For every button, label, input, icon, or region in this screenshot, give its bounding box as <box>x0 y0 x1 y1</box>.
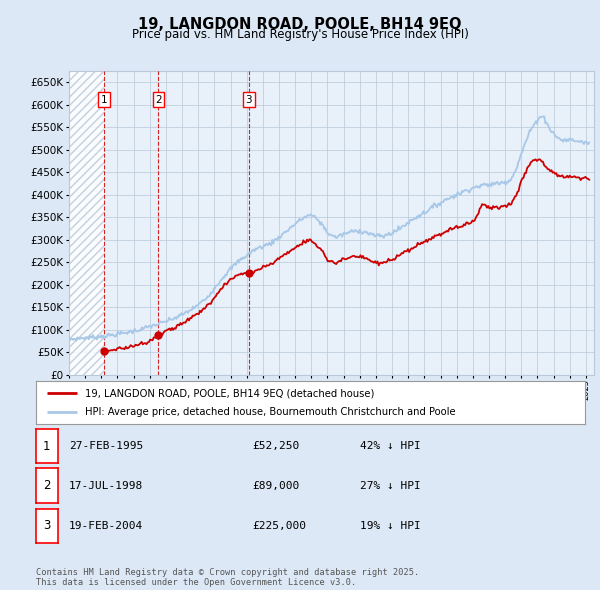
Text: 17-JUL-1998: 17-JUL-1998 <box>69 481 143 490</box>
Text: 2: 2 <box>155 94 162 104</box>
Text: 1: 1 <box>43 440 50 453</box>
Text: HPI: Average price, detached house, Bournemouth Christchurch and Poole: HPI: Average price, detached house, Bour… <box>85 407 456 417</box>
Text: 27-FEB-1995: 27-FEB-1995 <box>69 441 143 451</box>
Text: £225,000: £225,000 <box>252 521 306 530</box>
Text: 19, LANGDON ROAD, POOLE, BH14 9EQ: 19, LANGDON ROAD, POOLE, BH14 9EQ <box>138 17 462 31</box>
Text: 3: 3 <box>43 519 50 532</box>
Text: 19% ↓ HPI: 19% ↓ HPI <box>360 521 421 530</box>
Text: Contains HM Land Registry data © Crown copyright and database right 2025.
This d: Contains HM Land Registry data © Crown c… <box>36 568 419 587</box>
Text: 42% ↓ HPI: 42% ↓ HPI <box>360 441 421 451</box>
Bar <box>69 71 104 375</box>
Text: £89,000: £89,000 <box>252 481 299 490</box>
Text: 3: 3 <box>245 94 252 104</box>
Text: 1: 1 <box>101 94 107 104</box>
Text: Price paid vs. HM Land Registry's House Price Index (HPI): Price paid vs. HM Land Registry's House … <box>131 28 469 41</box>
Text: £52,250: £52,250 <box>252 441 299 451</box>
Text: 27% ↓ HPI: 27% ↓ HPI <box>360 481 421 490</box>
Text: 19-FEB-2004: 19-FEB-2004 <box>69 521 143 530</box>
Text: 2: 2 <box>43 479 50 492</box>
Text: 19, LANGDON ROAD, POOLE, BH14 9EQ (detached house): 19, LANGDON ROAD, POOLE, BH14 9EQ (detac… <box>85 388 375 398</box>
